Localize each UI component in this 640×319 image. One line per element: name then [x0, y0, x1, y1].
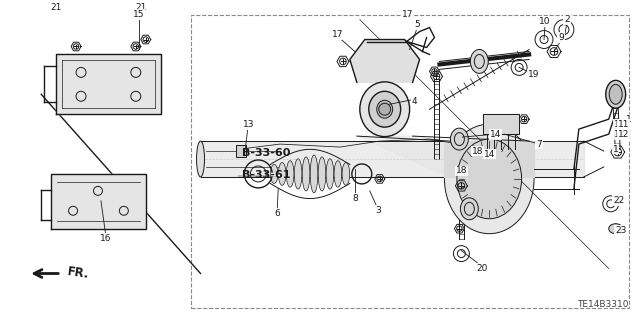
Text: 12: 12 [618, 130, 629, 139]
Text: 17: 17 [402, 10, 413, 19]
Text: 15: 15 [133, 10, 145, 19]
Ellipse shape [460, 198, 478, 220]
Ellipse shape [271, 165, 278, 183]
Text: 10: 10 [540, 17, 551, 26]
Text: 18: 18 [472, 146, 483, 156]
Ellipse shape [334, 161, 342, 187]
Text: FR.: FR. [66, 265, 90, 281]
Text: 16: 16 [100, 234, 112, 243]
Text: 6: 6 [275, 209, 280, 218]
Ellipse shape [444, 124, 534, 234]
Ellipse shape [609, 224, 623, 234]
Circle shape [379, 103, 390, 115]
Text: 21: 21 [135, 3, 147, 12]
Ellipse shape [278, 163, 286, 185]
Polygon shape [483, 114, 519, 134]
Text: 14: 14 [484, 150, 495, 159]
Ellipse shape [302, 157, 310, 191]
Text: 23: 23 [615, 226, 627, 235]
Ellipse shape [609, 84, 622, 104]
Text: 14: 14 [490, 130, 501, 139]
Ellipse shape [294, 159, 302, 189]
Text: 1: 1 [613, 145, 619, 153]
Polygon shape [56, 55, 161, 114]
Text: 21: 21 [51, 3, 62, 12]
Text: B-33-60: B-33-60 [242, 148, 290, 158]
Text: 5: 5 [415, 20, 420, 29]
Text: B-33-61: B-33-61 [241, 170, 290, 180]
Text: 7: 7 [536, 140, 542, 149]
Ellipse shape [457, 139, 522, 219]
Ellipse shape [310, 155, 318, 193]
Text: 17: 17 [332, 30, 344, 39]
Polygon shape [51, 174, 146, 229]
Polygon shape [350, 40, 420, 82]
Text: 22: 22 [613, 196, 624, 205]
Text: 19: 19 [528, 70, 540, 79]
Ellipse shape [605, 80, 626, 108]
Text: 8: 8 [352, 194, 358, 203]
Polygon shape [357, 136, 449, 177]
Text: 2: 2 [564, 15, 570, 24]
Ellipse shape [451, 128, 468, 150]
Text: 11: 11 [618, 120, 629, 129]
Ellipse shape [342, 163, 349, 185]
Bar [236, 145, 246, 157]
Text: TE14B3310: TE14B3310 [577, 300, 629, 309]
Ellipse shape [326, 159, 333, 189]
Text: 3: 3 [375, 206, 381, 215]
Text: 20: 20 [477, 264, 488, 273]
Bar [191, 15, 628, 308]
Text: 4: 4 [412, 97, 417, 106]
Text: 9: 9 [558, 33, 564, 42]
Text: 12: 12 [614, 130, 625, 139]
Ellipse shape [318, 157, 326, 191]
Ellipse shape [369, 91, 401, 127]
Text: 1: 1 [626, 115, 632, 124]
Ellipse shape [360, 82, 410, 137]
Ellipse shape [470, 49, 488, 73]
Ellipse shape [286, 161, 294, 187]
Text: 13: 13 [243, 120, 254, 129]
Text: 18: 18 [456, 167, 467, 175]
Ellipse shape [377, 100, 393, 118]
Ellipse shape [196, 141, 205, 177]
Text: 11: 11 [614, 120, 625, 129]
